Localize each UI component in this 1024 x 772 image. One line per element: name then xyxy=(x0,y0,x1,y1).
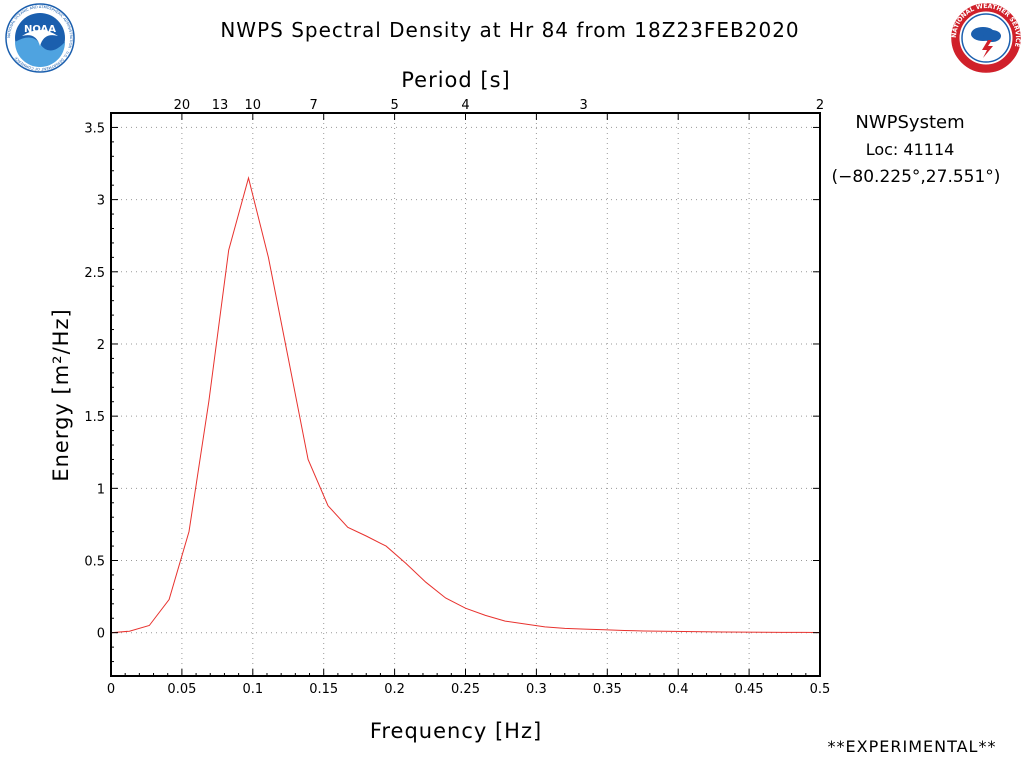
x-tick-label: 0.1 xyxy=(242,682,263,697)
period-tick-label: 3 xyxy=(579,98,587,113)
experimental-note: **EXPERIMENTAL** xyxy=(828,737,997,756)
location-label: Loc: 41114 xyxy=(866,140,955,159)
period-tick-label: 4 xyxy=(461,98,469,113)
x-tick-label: 0.25 xyxy=(451,682,480,697)
series-points xyxy=(111,178,820,633)
chart-title: NWPS Spectral Density at Hr 84 from 18Z2… xyxy=(220,18,799,42)
coordinates-label: (−80.225°,27.551°) xyxy=(832,167,1001,187)
x-tick-label: 0.5 xyxy=(810,682,831,697)
national-weather-service-logo-icon: NATIONAL WEATHER SERVICE xyxy=(951,3,1021,72)
y-tick-label: 3.5 xyxy=(84,121,105,136)
y-tick-label: 2 xyxy=(97,338,105,353)
x-tick-label: 0.4 xyxy=(668,682,689,697)
y-axis: 0 0.5 1 1.5 2 2.5 3 3.5 xyxy=(84,121,820,661)
y-axis-title: Energy [m²/Hz] xyxy=(49,308,73,481)
series-line xyxy=(111,178,820,633)
y-tick-label: 0 xyxy=(97,627,105,642)
top-axis-title: Period [s] xyxy=(401,68,510,92)
system-label: NWPSystem xyxy=(855,112,964,133)
period-axis: 20 13 10 7 5 4 3 2 xyxy=(174,98,825,113)
period-tick-label: 7 xyxy=(309,98,317,113)
x-tick-label: 0 xyxy=(107,682,115,697)
y-tick-label: 0.5 xyxy=(84,555,105,570)
period-tick-label: 2 xyxy=(816,98,824,113)
noaa-logo-text: NOAA xyxy=(24,24,56,35)
period-tick-label: 10 xyxy=(245,98,262,113)
noaa-logo-icon: NOAA NATIONAL OCEANIC AND ATMOSPHERIC AD… xyxy=(6,4,74,72)
x-tick-label: 0.2 xyxy=(384,682,405,697)
y-tick-label: 2.5 xyxy=(84,266,105,281)
x-tick-label: 0.15 xyxy=(309,682,338,697)
x-tick-label: 0.35 xyxy=(593,682,622,697)
period-tick-label: 13 xyxy=(212,98,229,113)
x-tick-label: 0.45 xyxy=(735,682,764,697)
period-tick-label: 20 xyxy=(174,98,191,113)
x-tick-label: 0.3 xyxy=(526,682,547,697)
grid-lines xyxy=(111,113,820,676)
y-tick-label: 1 xyxy=(97,482,105,497)
x-axis-title: Frequency [Hz] xyxy=(370,719,542,743)
y-tick-label: 1.5 xyxy=(84,410,105,425)
period-tick-label: 5 xyxy=(390,98,398,113)
y-tick-label: 3 xyxy=(97,194,105,209)
x-tick-label: 0.05 xyxy=(167,682,196,697)
plot-frame xyxy=(111,113,820,676)
